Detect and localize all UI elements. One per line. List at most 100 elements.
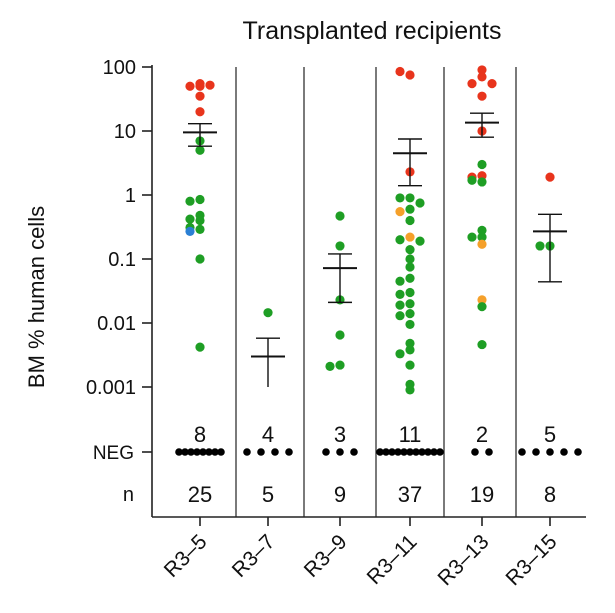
data-point-green (263, 308, 273, 318)
neg-dot (382, 448, 390, 456)
data-point-red (545, 172, 555, 182)
neg-dot (424, 448, 432, 456)
neg-dot (285, 448, 293, 456)
neg-dot (211, 448, 219, 456)
neg-dot (518, 448, 526, 456)
data-point-red (467, 79, 477, 89)
neg-dot (187, 448, 195, 456)
neg-count: 4 (262, 422, 274, 447)
neg-dot (574, 448, 582, 456)
data-point-red (395, 66, 405, 77)
neg-dot (485, 448, 493, 456)
data-point-green (477, 302, 487, 312)
neg-dot (546, 448, 554, 456)
data-point-green (477, 177, 487, 187)
data-point-green (405, 299, 415, 309)
data-point-green (415, 198, 425, 208)
data-point-green (195, 342, 205, 352)
data-point-red (195, 79, 205, 89)
neg-dot (412, 448, 420, 456)
neg-dot (532, 448, 540, 456)
neg-dot (471, 448, 479, 456)
data-point-green (405, 319, 415, 330)
data-point-green (335, 330, 345, 340)
x-tick-label: R3–13 (434, 530, 494, 590)
y-axis-label: BM % human cells (24, 206, 49, 388)
data-point-green (395, 311, 405, 321)
neg-dot (243, 448, 251, 456)
data-point-green (405, 245, 415, 255)
neg-dot (560, 448, 568, 456)
data-point-green (467, 175, 477, 185)
n-value: 19 (470, 482, 494, 507)
data-point-green (405, 287, 415, 298)
x-tick-labels: R3–5 R3–7 R3–9 R3–11 R3–13 R3–15 (160, 517, 562, 590)
data-point-orange (477, 295, 487, 305)
data-point-green (395, 300, 405, 310)
data-point-green (195, 145, 205, 155)
data-point-green (405, 385, 415, 395)
neg-dot (205, 448, 213, 456)
data-point-green (195, 224, 205, 235)
data-points (185, 65, 555, 395)
data-point-green (395, 193, 405, 203)
neg-dot (336, 448, 344, 456)
y-tick-label: 0.01 (97, 313, 136, 335)
neg-dot (217, 448, 225, 456)
data-point-green (395, 349, 405, 359)
neg-dot (436, 448, 444, 456)
x-tick-label: R3–11 (363, 530, 422, 589)
data-point-green (395, 235, 405, 245)
neg-dot (193, 448, 201, 456)
data-point-green (405, 204, 415, 214)
data-point-green (405, 273, 415, 283)
column-dividers (235, 67, 517, 517)
neg-dot (199, 448, 207, 456)
n-label: n (123, 484, 134, 506)
neg-label: NEG (93, 443, 134, 464)
data-point-green (195, 194, 205, 205)
data-point-green (195, 215, 205, 226)
mean-error-bars (183, 112, 567, 387)
neg-row: 8 4 3 11 2 5 (175, 422, 582, 456)
n-value: 9 (334, 482, 346, 507)
n-value: 25 (188, 482, 212, 507)
neg-dot (322, 448, 330, 456)
data-point-blue (185, 226, 195, 236)
data-point-green (405, 309, 415, 319)
neg-dot (400, 448, 408, 456)
x-tick-label: R3–5 (160, 530, 212, 582)
n-value: 8 (544, 482, 556, 507)
data-point-green (405, 262, 415, 272)
data-point-green (185, 214, 195, 224)
data-point-red (477, 91, 487, 101)
data-point-green (395, 276, 405, 286)
data-point-green (395, 289, 405, 299)
y-tick-label: 100 (103, 57, 136, 79)
n-value: 5 (262, 482, 274, 507)
neg-count: 11 (399, 422, 422, 447)
n-row: 25 5 9 37 19 8 (188, 482, 556, 507)
neg-dot (418, 448, 426, 456)
x-tick-label: R3–15 (502, 530, 562, 590)
data-point-red (405, 70, 415, 80)
data-point-green (325, 361, 335, 371)
y-tick-label: 0.001 (86, 377, 136, 399)
data-point-green (405, 254, 415, 264)
data-point-green (477, 339, 487, 350)
data-point-red (195, 91, 205, 101)
data-point-red (205, 80, 215, 90)
neg-count: 5 (544, 422, 556, 447)
neg-dot (181, 448, 189, 456)
neg-count: 3 (334, 422, 346, 447)
neg-dot (271, 448, 279, 456)
chart-title: Transplanted recipients (243, 17, 502, 45)
data-point-green (535, 241, 545, 251)
data-point-green (467, 232, 477, 242)
data-point-green (335, 360, 345, 370)
x-tick-label: R3–7 (228, 530, 280, 582)
n-value: 37 (398, 482, 422, 507)
neg-dot (430, 448, 438, 456)
axes (151, 65, 586, 518)
